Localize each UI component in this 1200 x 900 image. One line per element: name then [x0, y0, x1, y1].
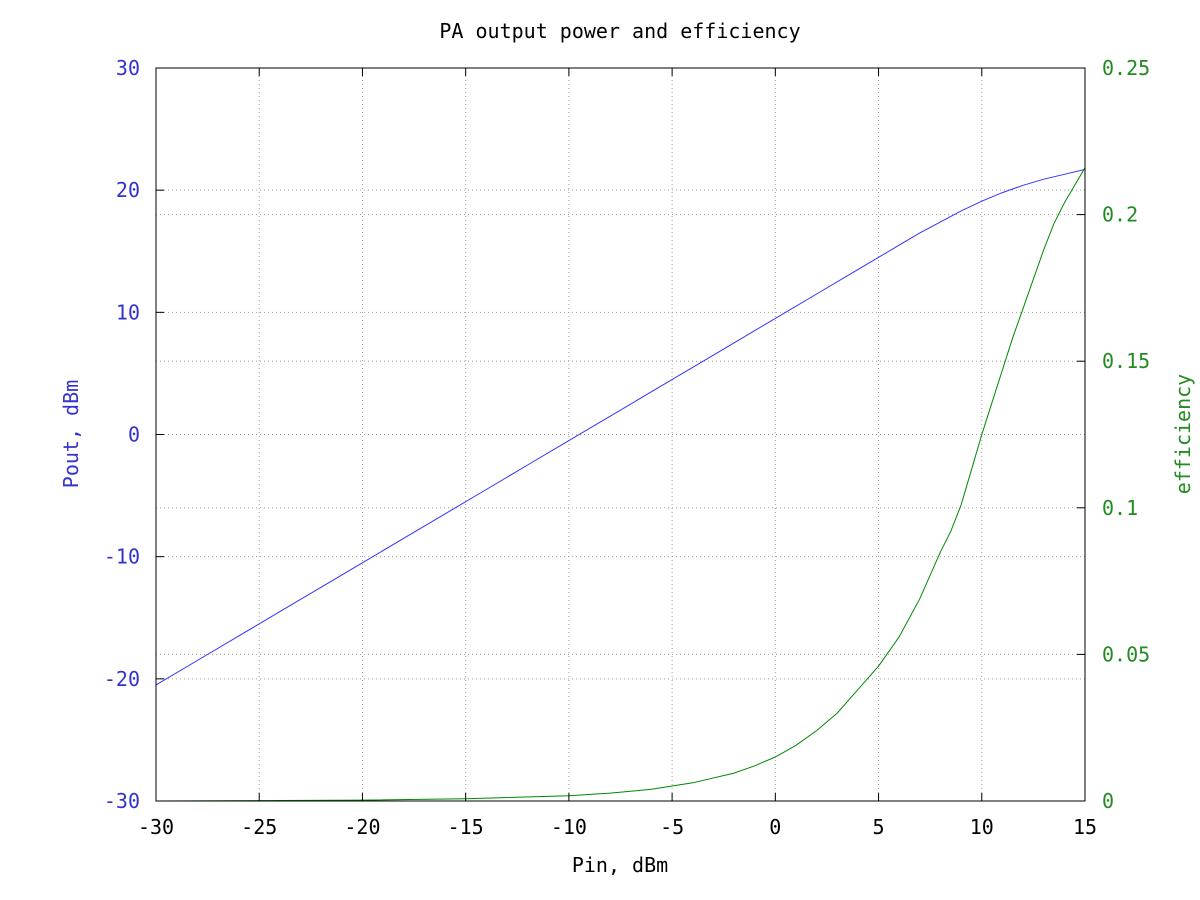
y-left-tick-label: 0 [128, 423, 140, 447]
x-axis-label: Pin, dBm [572, 853, 668, 877]
x-tick-label: 5 [873, 815, 885, 839]
y-right-tick-label: 0.2 [1102, 203, 1138, 227]
x-tick-label: -20 [344, 815, 380, 839]
x-tick-label: -10 [551, 815, 587, 839]
x-tick-label: 0 [769, 815, 781, 839]
efficiency-series-line [155, 167, 1086, 802]
chart-title: PA output power and efficiency [439, 19, 800, 43]
x-tick-label: -15 [448, 815, 484, 839]
y-right-tick-label: 0.05 [1102, 642, 1150, 666]
y-left-tick-label: -10 [104, 545, 140, 569]
y-right-tick-label: 0.25 [1102, 56, 1150, 80]
x-tick-label: 15 [1073, 815, 1097, 839]
ticks: -30 -25 -20 -15 -10 -5 0 5 10 15 -30 -20 -10 0 10 20 30 0… [104, 56, 1150, 839]
x-tick-label: -25 [241, 815, 277, 839]
series-layer [155, 167, 1086, 802]
y-axis-right-label: efficiency [1171, 374, 1195, 494]
y-right-tick-label: 0 [1102, 789, 1114, 813]
y-left-tick-label: -20 [104, 667, 140, 691]
x-tick-label: -30 [138, 815, 174, 839]
y-left-tick-label: 20 [116, 178, 140, 202]
y-axis-left-label: Pout, dBm [59, 380, 83, 488]
x-tick-label: 10 [970, 815, 994, 839]
y-right-tick-label: 0.1 [1102, 496, 1138, 520]
y-right-tick-label: 0.15 [1102, 349, 1150, 373]
grid-lines [156, 68, 1085, 801]
x-tick-label: -5 [660, 815, 684, 839]
y-left-tick-label: -30 [104, 789, 140, 813]
y-left-tick-label: 30 [116, 56, 140, 80]
y-left-tick-label: 10 [116, 300, 140, 324]
pout-series-line [155, 168, 1086, 686]
